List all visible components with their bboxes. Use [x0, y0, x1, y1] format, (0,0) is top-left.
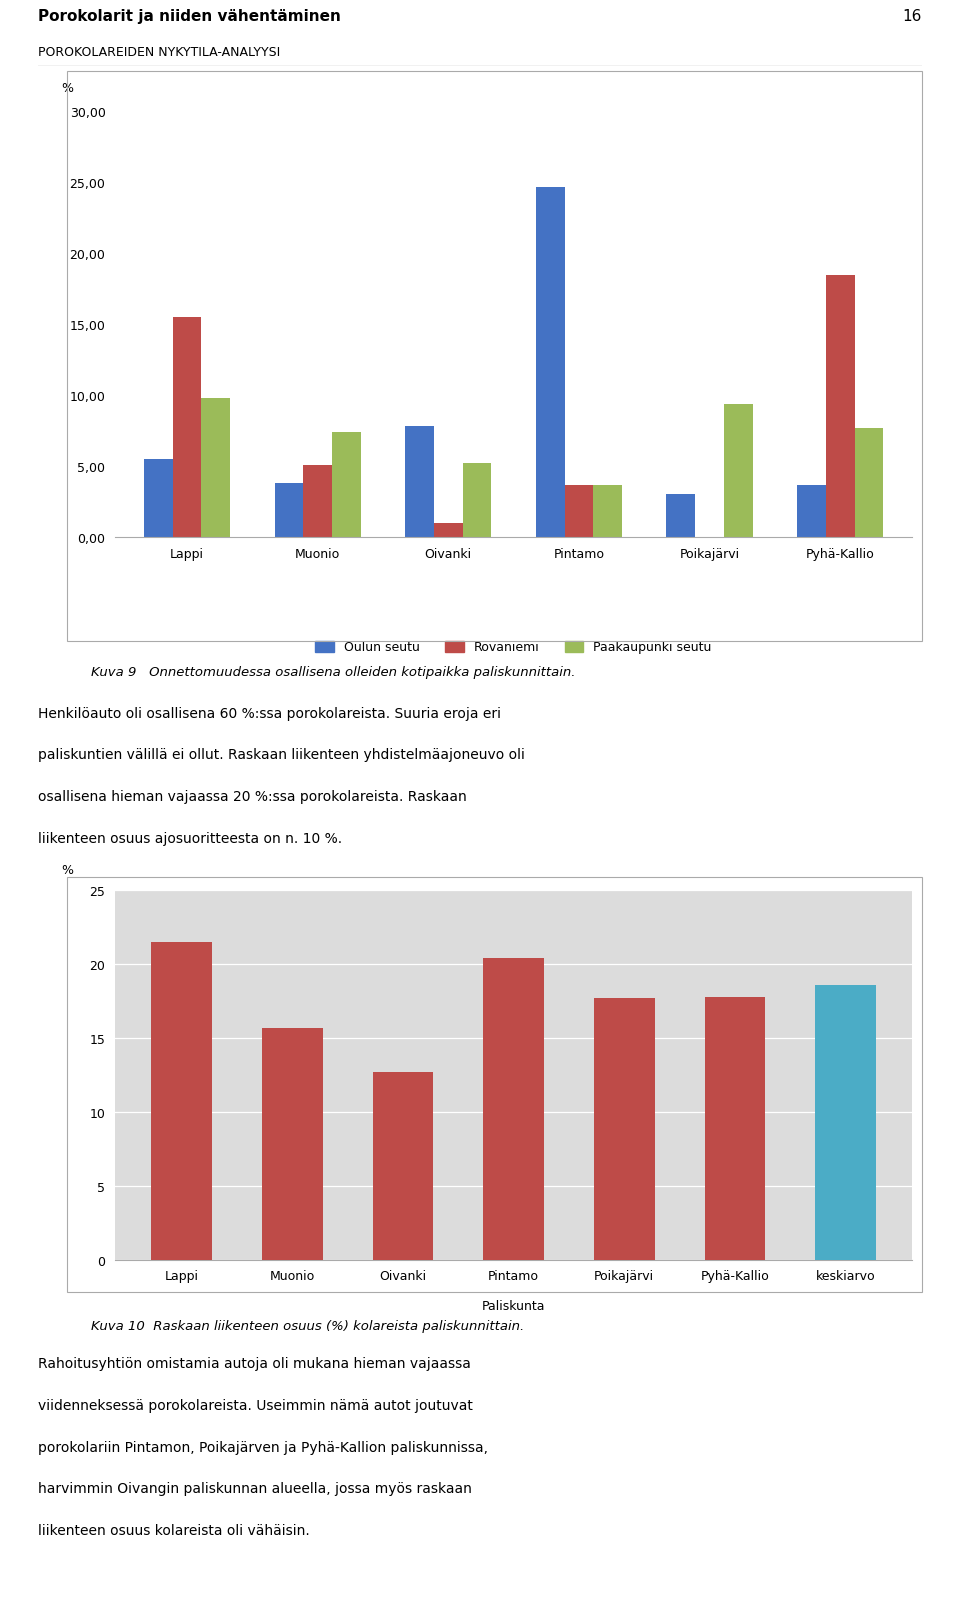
- Bar: [724, 404, 753, 538]
- Text: Porokolarit ja niiden vähentäminen: Porokolarit ja niiden vähentäminen: [38, 10, 341, 24]
- Bar: [536, 188, 564, 538]
- Text: viidenneksessä porokolareista. Useimmin nämä autot joutuvat: viidenneksessä porokolareista. Useimmin …: [38, 1398, 473, 1412]
- Text: Kuva 10  Raskaan liikenteen osuus (%) kolareista paliskunnittain.: Kuva 10 Raskaan liikenteen osuus (%) kol…: [91, 1319, 525, 1332]
- Bar: [151, 942, 212, 1260]
- Bar: [173, 318, 202, 538]
- Bar: [434, 523, 463, 538]
- Bar: [483, 958, 544, 1260]
- Bar: [854, 429, 883, 538]
- Bar: [593, 485, 622, 538]
- Bar: [826, 276, 854, 538]
- Bar: [815, 985, 876, 1260]
- Text: liikenteen osuus ajosuoritteesta on n. 10 %.: liikenteen osuus ajosuoritteesta on n. 1…: [38, 831, 343, 846]
- Text: liikenteen osuus kolareista oli vähäisin.: liikenteen osuus kolareista oli vähäisin…: [38, 1523, 310, 1538]
- Y-axis label: %: %: [61, 82, 73, 95]
- Bar: [405, 427, 434, 538]
- Bar: [564, 485, 593, 538]
- Bar: [262, 1029, 323, 1260]
- Bar: [797, 485, 826, 538]
- Bar: [275, 483, 303, 538]
- Text: 16: 16: [902, 10, 922, 24]
- Bar: [594, 998, 655, 1260]
- Text: harvimmin Oivangin paliskunnan alueella, jossa myös raskaan: harvimmin Oivangin paliskunnan alueella,…: [38, 1481, 472, 1496]
- Text: Rahoitusyhtiön omistamia autoja oli mukana hieman vajaassa: Rahoitusyhtiön omistamia autoja oli muka…: [38, 1356, 471, 1371]
- Bar: [144, 459, 173, 538]
- Text: POROKOLAREIDEN NYKYTILA-ANALYYSI: POROKOLAREIDEN NYKYTILA-ANALYYSI: [38, 47, 280, 59]
- Legend: Oulun seutu, Rovaniemi, Pääkaupunki seutu: Oulun seutu, Rovaniemi, Pääkaupunki seut…: [310, 636, 717, 660]
- Text: Henkilöauto oli osallisena 60 %:ssa porokolareista. Suuria eroja eri: Henkilöauto oli osallisena 60 %:ssa poro…: [38, 706, 501, 721]
- Text: Kuva 9   Onnettomuudessa osallisena olleiden kotipaikka paliskunnittain.: Kuva 9 Onnettomuudessa osallisena olleid…: [91, 666, 576, 679]
- Bar: [705, 997, 765, 1260]
- Bar: [332, 433, 361, 538]
- Text: porokolariin Pintamon, Poikajärven ja Pyhä-Kallion paliskunnissa,: porokolariin Pintamon, Poikajärven ja Py…: [38, 1440, 489, 1454]
- Text: osallisena hieman vajaassa 20 %:ssa porokolareista. Raskaan: osallisena hieman vajaassa 20 %:ssa poro…: [38, 790, 468, 804]
- Y-axis label: %: %: [61, 863, 73, 876]
- Text: Paliskunta: Paliskunta: [482, 1298, 545, 1311]
- Bar: [303, 465, 332, 538]
- Bar: [463, 464, 492, 538]
- Bar: [202, 398, 230, 538]
- Text: paliskuntien välillä ei ollut. Raskaan liikenteen yhdistelmäajoneuvo oli: paliskuntien välillä ei ollut. Raskaan l…: [38, 748, 525, 762]
- Bar: [372, 1072, 433, 1260]
- Bar: [666, 494, 695, 538]
